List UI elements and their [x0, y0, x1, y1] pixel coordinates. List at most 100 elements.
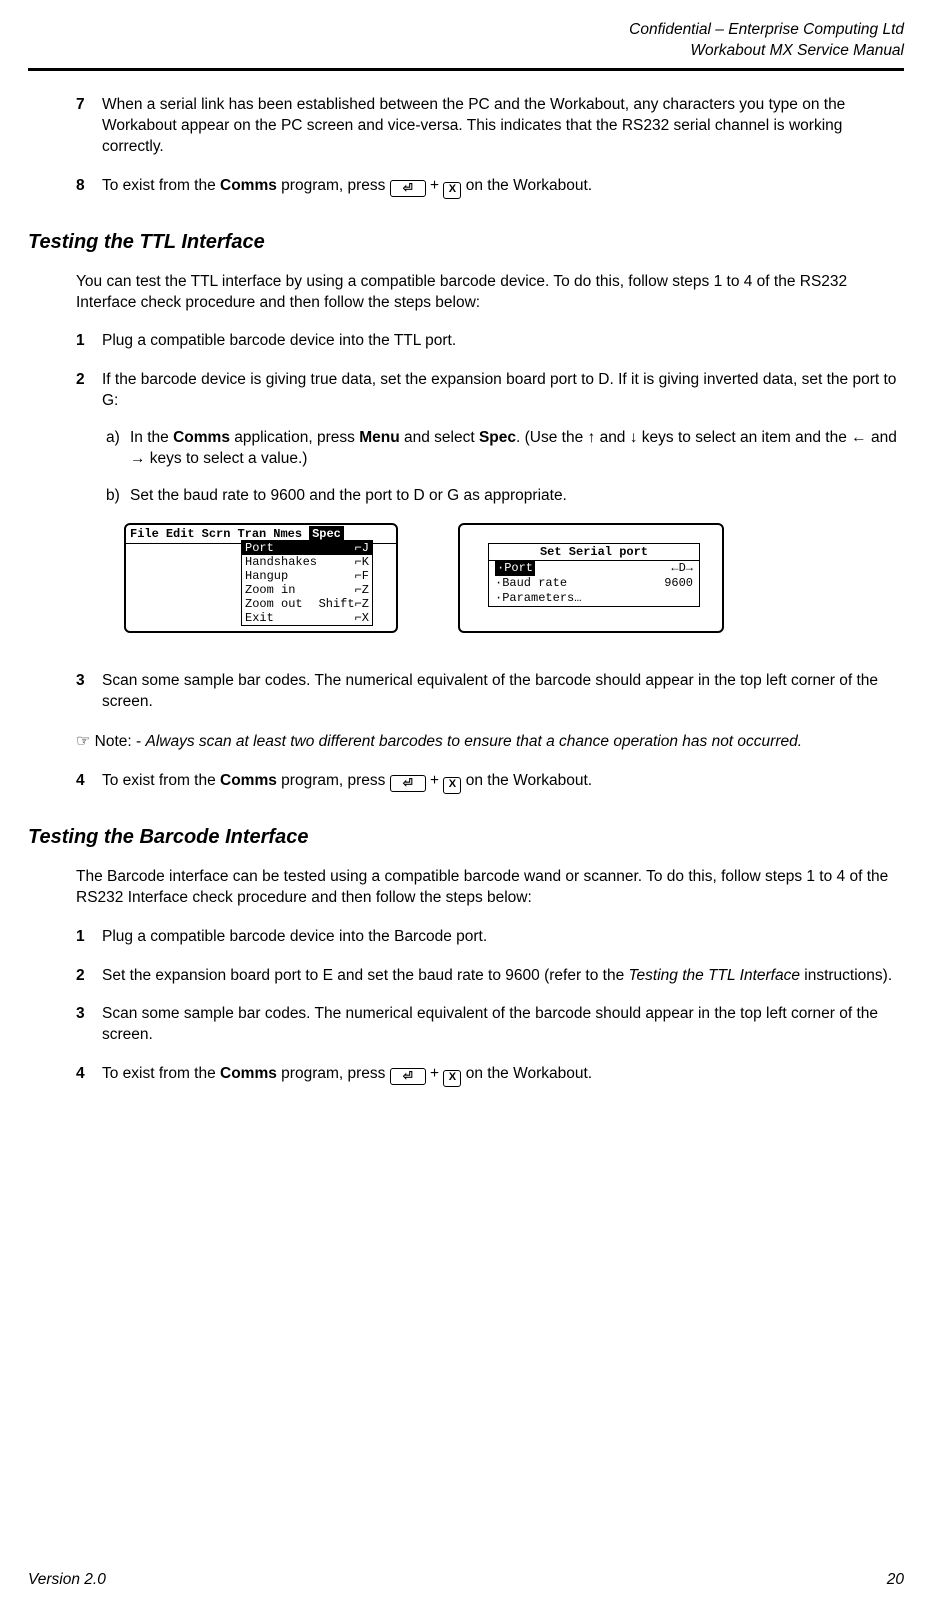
barcode-step-2: 2 Set the expansion board port to E and …: [76, 966, 904, 987]
dialog-value: 9600: [664, 576, 693, 591]
menu-shortcut: ⌐J: [355, 541, 369, 555]
note-text: Always scan at least two different barco…: [145, 733, 802, 750]
substep-body: Set the baud rate to 9600 and the port t…: [130, 486, 567, 507]
text: +: [426, 1065, 444, 1082]
text: instructions).: [800, 967, 892, 984]
step-body: Scan some sample bar codes. The numerica…: [102, 671, 904, 713]
substep-label: b): [106, 486, 130, 507]
text: If the barcode device is giving true dat…: [102, 370, 904, 412]
psion-key-icon: ⏎: [390, 1068, 426, 1085]
main-content: 7 When a serial link has been establishe…: [76, 95, 904, 1087]
app-name: Comms: [173, 429, 230, 446]
menu-label: Hangup: [245, 569, 288, 583]
ttl-intro: You can test the TTL interface by using …: [76, 272, 904, 314]
menu-label: Exit: [245, 611, 274, 625]
dialog-title: Set Serial port: [489, 544, 699, 561]
step-number: 7: [76, 95, 102, 158]
text: program, press: [277, 177, 390, 194]
text: Set the expansion board port to E and se…: [102, 967, 629, 984]
dialog-label: ·Baud rate: [495, 576, 567, 591]
lcd-dialog-screenshot: Set Serial port ·Port←D→ ·Baud rate9600 …: [458, 523, 724, 633]
menu-shortcut: Shift⌐Z: [319, 597, 369, 611]
key-name: Menu: [359, 429, 399, 446]
step-body: To exist from the Comms program, press ⏎…: [102, 771, 904, 794]
text: To exist from the: [102, 772, 220, 789]
text: +: [426, 772, 444, 789]
step-body: If the barcode device is giving true dat…: [102, 370, 904, 653]
psion-key-icon: ⏎: [390, 180, 426, 197]
lcd-dropdown-menu: Port ⌐J Handshakes⌐K Hangup ⌐F Zoom in ⌐Z Z…: [241, 540, 373, 626]
ttl-step-3: 3 Scan some sample bar codes. The numeri…: [76, 671, 904, 713]
text: on the Workabout.: [461, 177, 592, 194]
program-name: Comms: [220, 177, 277, 194]
dialog-value: ←D→: [671, 561, 693, 576]
x-key-icon: X: [443, 1070, 461, 1087]
menubar-item: Scrn: [202, 526, 231, 542]
menu-name: Spec: [479, 429, 516, 446]
label-text: Port: [504, 561, 533, 575]
lcd-menu-screenshot: File Edit Scrn Tran Nmes Spec Port⌐J Han…: [124, 523, 398, 633]
step-body: To exist from the Comms program, press ⏎…: [102, 176, 904, 199]
text: application, press: [230, 429, 359, 446]
menubar-item: Edit: [166, 526, 195, 542]
barcode-step-4: 4 To exist from the Comms program, press…: [76, 1064, 904, 1087]
dialog-label: ·Port: [495, 561, 535, 576]
x-key-icon: X: [443, 777, 461, 794]
menu-label: Port: [245, 541, 274, 555]
menubar-item: File: [130, 526, 159, 542]
step-number: 1: [76, 927, 102, 948]
pointer-icon: ☞: [76, 733, 90, 750]
barcode-step-1: 1 Plug a compatible barcode device into …: [76, 927, 904, 948]
dialog-row: ·Parameters…: [489, 591, 699, 606]
label-text: Baud rate: [502, 576, 567, 590]
page-number: 20: [887, 1570, 904, 1591]
menu-row: Handshakes⌐K: [242, 555, 372, 569]
step-body: Plug a compatible barcode device into th…: [102, 927, 904, 948]
ttl-note: ☞ Note: - Always scan at least two diffe…: [76, 731, 904, 753]
step-number: 3: [76, 671, 102, 713]
step-number: 8: [76, 176, 102, 199]
menu-row: Exit ⌐X: [242, 611, 372, 625]
step-number: 3: [76, 1004, 102, 1046]
reference: Testing the TTL Interface: [629, 967, 800, 984]
step-number: 2: [76, 966, 102, 987]
note-prefix: Note: -: [90, 733, 145, 750]
label-text: Parameters…: [502, 591, 581, 605]
dialog-label: ·Parameters…: [495, 591, 581, 606]
barcode-intro: The Barcode interface can be tested usin…: [76, 867, 904, 909]
x-key-icon: X: [443, 182, 461, 199]
page-header: Confidential – Enterprise Computing Ltd …: [28, 20, 904, 62]
ttl-step-4: 4 To exist from the Comms program, press…: [76, 771, 904, 794]
dialog-row: ·Baud rate 9600: [489, 576, 699, 591]
text: +: [426, 177, 444, 194]
barcode-step-3: 3 Scan some sample bar codes. The numeri…: [76, 1004, 904, 1046]
dialog-row: ·Port ←D→: [489, 561, 699, 576]
text: on the Workabout.: [461, 1065, 592, 1082]
menu-row: Zoom in ⌐Z: [242, 583, 372, 597]
section-heading-ttl: Testing the TTL Interface: [28, 229, 904, 256]
step-number: 2: [76, 370, 102, 653]
step-8: 8 To exist from the Comms program, press…: [76, 176, 904, 199]
menu-row: Port ⌐J: [242, 541, 372, 555]
page-footer: Version 2.0 20: [28, 1570, 904, 1591]
substep-body: In the Comms application, press Menu and…: [130, 428, 904, 470]
step-number: 4: [76, 771, 102, 794]
menu-label: Zoom in: [245, 583, 295, 597]
serial-port-dialog: Set Serial port ·Port←D→ ·Baud rate9600 …: [488, 543, 700, 607]
text: In the: [130, 429, 173, 446]
text: To exist from the: [102, 1065, 220, 1082]
menu-shortcut: ⌐X: [355, 611, 369, 625]
lcd-screenshots: File Edit Scrn Tran Nmes Spec Port⌐J Han…: [124, 523, 904, 633]
menu-label: Zoom out: [245, 597, 303, 611]
step-body: When a serial link has been established …: [102, 95, 904, 158]
menu-row: Zoom out Shift⌐Z: [242, 597, 372, 611]
menu-shortcut: ⌐F: [355, 569, 369, 583]
header-line-1: Confidential – Enterprise Computing Ltd: [28, 20, 904, 41]
menu-shortcut: ⌐Z: [355, 583, 369, 597]
substep-b: b) Set the baud rate to 9600 and the por…: [106, 486, 904, 507]
step-body: Plug a compatible barcode device into th…: [102, 331, 904, 352]
text: on the Workabout.: [461, 772, 592, 789]
step-body: To exist from the Comms program, press ⏎…: [102, 1064, 904, 1087]
text: To exist from the: [102, 177, 220, 194]
header-line-2: Workabout MX Service Manual: [28, 41, 904, 62]
